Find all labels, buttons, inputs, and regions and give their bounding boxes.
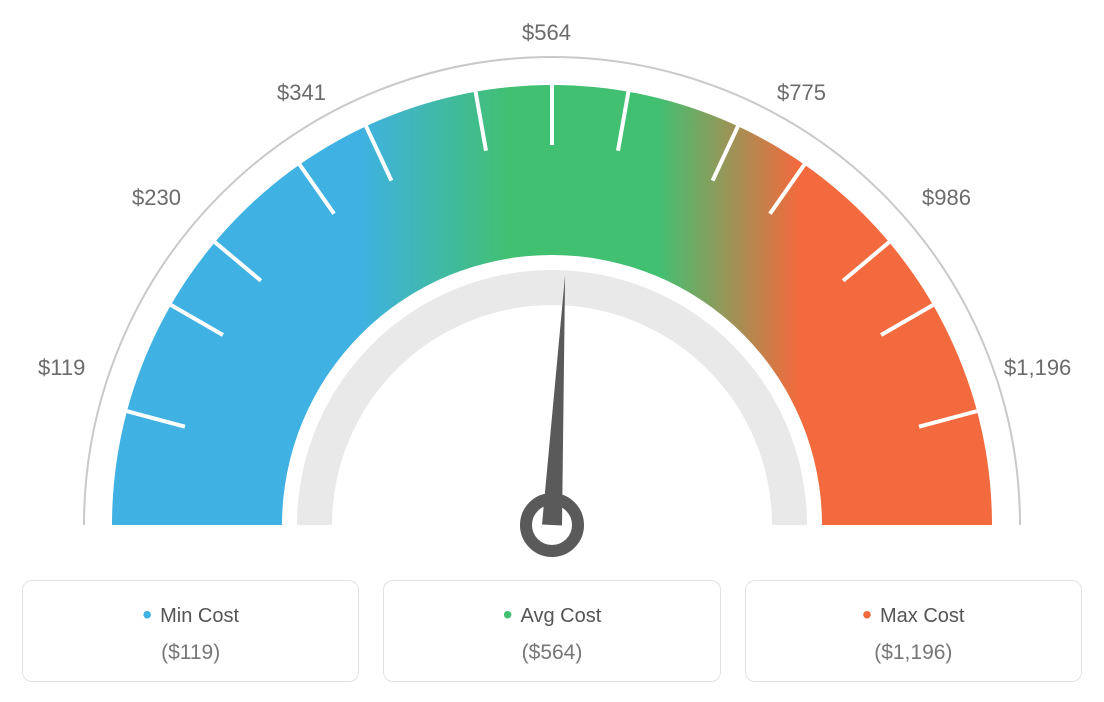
gauge-container: $119 $230 $341 $564 $775 $986 $1,196	[22, 20, 1082, 560]
gauge-scale-label: $1,196	[1004, 355, 1071, 381]
legend-value-min: ($119)	[33, 641, 348, 665]
gauge-chart	[22, 20, 1082, 560]
legend-title-max: Max Cost	[756, 599, 1071, 631]
legend-title-avg: Avg Cost	[394, 599, 709, 631]
legend-value-avg: ($564)	[394, 641, 709, 665]
gauge-scale-label: $564	[522, 20, 571, 46]
legend-card-min: Min Cost ($119)	[22, 580, 359, 682]
gauge-scale-label: $341	[277, 80, 326, 106]
gauge-scale-label: $230	[132, 185, 181, 211]
legend-card-avg: Avg Cost ($564)	[383, 580, 720, 682]
legend-value-max: ($1,196)	[756, 641, 1071, 665]
gauge-scale-label: $775	[777, 80, 826, 106]
legend-card-max: Max Cost ($1,196)	[745, 580, 1082, 682]
legend-row: Min Cost ($119) Avg Cost ($564) Max Cost…	[22, 580, 1082, 682]
gauge-scale-label: $986	[922, 185, 971, 211]
legend-title-min: Min Cost	[33, 599, 348, 631]
gauge-scale-label: $119	[38, 355, 85, 381]
